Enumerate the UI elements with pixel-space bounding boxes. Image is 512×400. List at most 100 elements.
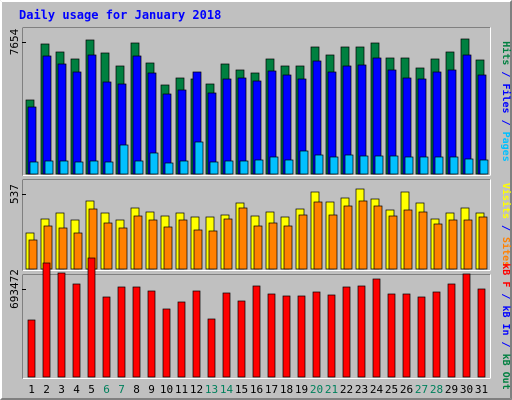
- bar-files-day-3: [57, 63, 67, 175]
- bar-pages-day-18: [284, 159, 294, 175]
- bar-kb-f-day-31: [477, 288, 486, 378]
- bar-kb-f-day-24: [372, 278, 381, 378]
- x-tick-label-7: 7: [118, 383, 125, 396]
- bar-pages-day-7: [119, 144, 129, 175]
- bar-pages-day-14: [224, 160, 234, 175]
- bar-sites-day-20: [313, 201, 323, 270]
- y-max-label: 7654: [8, 28, 21, 55]
- x-tick-label-12: 12: [190, 383, 203, 396]
- x-tick-label-30: 30: [460, 383, 473, 396]
- panel-legend-label: kB F / kB In / kB Out: [500, 263, 511, 389]
- bar-files-day-30: [462, 54, 472, 175]
- bar-pages-day-13: [209, 161, 219, 175]
- bar-sites-day-21: [328, 214, 338, 270]
- bar-kb-f-day-29: [447, 283, 456, 378]
- bar-kb-f-day-8: [132, 286, 141, 378]
- bar-kb-f-day-2: [42, 262, 51, 378]
- bar-sites-day-8: [133, 215, 143, 270]
- legend-part-1: /: [500, 287, 511, 305]
- bar-kb-f-day-11: [177, 301, 186, 378]
- x-tick-label-26: 26: [400, 383, 413, 396]
- x-tick-label-1: 1: [28, 383, 35, 396]
- x-tick-label-14: 14: [220, 383, 234, 396]
- x-tick-label-4: 4: [73, 383, 80, 396]
- bar-sites-day-15: [238, 207, 248, 270]
- bar-pages-day-2: [44, 160, 54, 175]
- bar-kb-f-day-20: [312, 291, 321, 378]
- panel-3: 693472 kB F / kB In / kB Out: [8, 257, 511, 390]
- y-max-label: 537: [8, 184, 21, 204]
- bar-sites-day-31: [478, 216, 488, 270]
- x-tick-label-11: 11: [175, 383, 188, 396]
- legend-part-2: Files: [500, 83, 512, 113]
- bar-pages-day-17: [269, 156, 279, 175]
- panels-layer: 7654 Hits / Files / Pages 537 Visits / Site…: [8, 27, 512, 390]
- bar-sites-day-23: [358, 200, 368, 270]
- bar-kb-f-day-23: [357, 285, 366, 378]
- bar-sites-day-22: [343, 205, 353, 270]
- bar-sites-day-9: [148, 219, 158, 270]
- x-tick-label-18: 18: [280, 383, 293, 396]
- bar-sites-day-2: [43, 225, 53, 270]
- bar-sites-day-27: [418, 211, 428, 270]
- panel-1: 7654 Hits / Files / Pages: [8, 27, 512, 176]
- bar-kb-f-day-1: [27, 319, 36, 378]
- bar-kb-f-day-17: [267, 293, 276, 378]
- bar-sites-day-4: [73, 232, 83, 270]
- bar-sites-day-17: [268, 222, 278, 270]
- x-tick-label-20: 20: [310, 383, 323, 396]
- bar-files-day-18: [282, 74, 292, 175]
- bar-pages-day-27: [419, 156, 429, 175]
- x-tick-label-2: 2: [43, 383, 50, 396]
- bar-kb-f-day-22: [342, 286, 351, 378]
- x-tick-label-5: 5: [88, 383, 95, 396]
- bar-kb-f-day-7: [117, 286, 126, 378]
- bar-pages-day-21: [329, 156, 339, 175]
- legend-part-3: /: [500, 336, 511, 354]
- bar-pages-day-29: [449, 156, 459, 175]
- bar-kb-f-day-19: [297, 295, 306, 378]
- bar-sites-day-19: [298, 214, 308, 270]
- bar-sites-day-26: [403, 209, 413, 270]
- legend-part-4: kB Out: [500, 354, 511, 390]
- legend-part-2: Sites: [500, 237, 512, 267]
- bar-files-day-8: [132, 55, 142, 175]
- bar-pages-day-22: [344, 154, 354, 175]
- bar-sites-day-30: [463, 219, 473, 270]
- bar-sites-day-6: [103, 222, 113, 270]
- bar-pages-day-4: [74, 161, 84, 175]
- bar-sites-day-11: [178, 219, 188, 270]
- bar-kb-f-day-21: [327, 294, 336, 378]
- legend-part-3: /: [500, 114, 511, 132]
- bar-kb-f-day-12: [192, 290, 201, 378]
- legend-part-1: /: [500, 219, 511, 237]
- bar-pages-day-31: [479, 159, 489, 175]
- bar-pages-day-3: [59, 160, 69, 175]
- bar-kb-f-day-18: [282, 295, 291, 378]
- bar-sites-day-25: [388, 215, 398, 270]
- bar-pages-day-30: [464, 158, 474, 175]
- x-axis-labels: 1 2 3 4 5 6 7 8 9 10 11 12 13 14 15 16 17 18 19 20 21 22 23 24 2…: [28, 383, 488, 396]
- legend-part-0: Hits: [500, 41, 512, 65]
- bar-kb-f-day-10: [162, 308, 171, 378]
- x-tick-label-31: 31: [475, 383, 488, 396]
- x-tick-label-10: 10: [160, 383, 173, 396]
- bar-sites-day-29: [448, 219, 458, 270]
- bar-sites-day-12: [193, 229, 203, 270]
- bar-files-day-2: [42, 55, 52, 175]
- x-tick-label-23: 23: [355, 383, 368, 396]
- bar-kb-f-day-30: [462, 273, 471, 378]
- bar-files-day-31: [477, 74, 487, 175]
- bar-sites-day-28: [433, 223, 443, 270]
- bar-pages-day-5: [89, 160, 99, 175]
- bar-files-day-5: [87, 54, 97, 175]
- bar-files-day-6: [102, 81, 112, 175]
- bar-kb-f-day-6: [102, 296, 111, 378]
- x-tick-label-29: 29: [445, 383, 458, 396]
- panel-2: 537 Visits / Sites: [8, 179, 512, 271]
- x-tick-label-25: 25: [385, 383, 398, 396]
- legend-part-1: /: [500, 65, 511, 83]
- x-tick-label-19: 19: [295, 383, 308, 396]
- x-tick-label-13: 13: [205, 383, 218, 396]
